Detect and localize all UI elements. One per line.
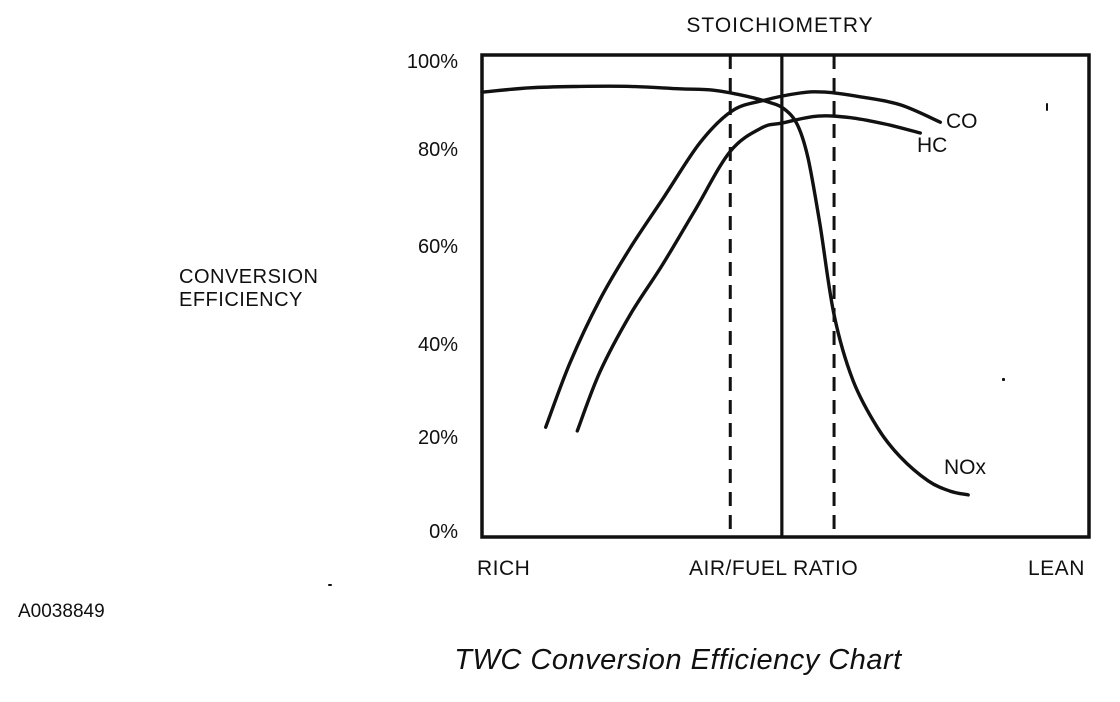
scan-artifact-speck (1046, 103, 1048, 111)
y-tick-label: 20% (417, 427, 458, 449)
y-axis-title-line1: CONVERSION (179, 266, 319, 288)
y-tick-label: 80% (417, 139, 458, 161)
y-tick-label: 0% (429, 521, 458, 543)
x-axis-label-airfuel-ratio: AIR/FUEL RATIO (689, 557, 859, 580)
y-axis-title-line2: EFFICIENCY (179, 289, 303, 311)
curve-label-hc: HC (917, 134, 948, 157)
y-tick-label: 60% (417, 236, 458, 258)
x-axis-label-rich: RICH (477, 557, 531, 580)
scan-artifact-speck (1002, 378, 1005, 381)
curve-label-nox: NOx (944, 456, 986, 479)
scan-artifact-speck (328, 584, 332, 586)
y-tick-label: 40% (417, 334, 458, 356)
curve-co (544, 90, 942, 429)
figure-id-label: A0038849 (18, 601, 105, 622)
y-tick-label: 100% (406, 51, 458, 73)
stoichiometry-label: STOICHIOMETRY (686, 14, 874, 37)
figure-caption: TWC Conversion Efficiency Chart (454, 644, 902, 676)
x-axis-label-lean: LEAN (1028, 557, 1085, 580)
plot-frame (480, 53, 1091, 539)
curve-label-co: CO (946, 110, 978, 133)
chart-plot-area (480, 53, 1091, 539)
curve-hc (575, 114, 922, 433)
curve-nox (480, 84, 970, 497)
y-axis-title: CONVERSION EFFICIENCY (179, 266, 318, 312)
